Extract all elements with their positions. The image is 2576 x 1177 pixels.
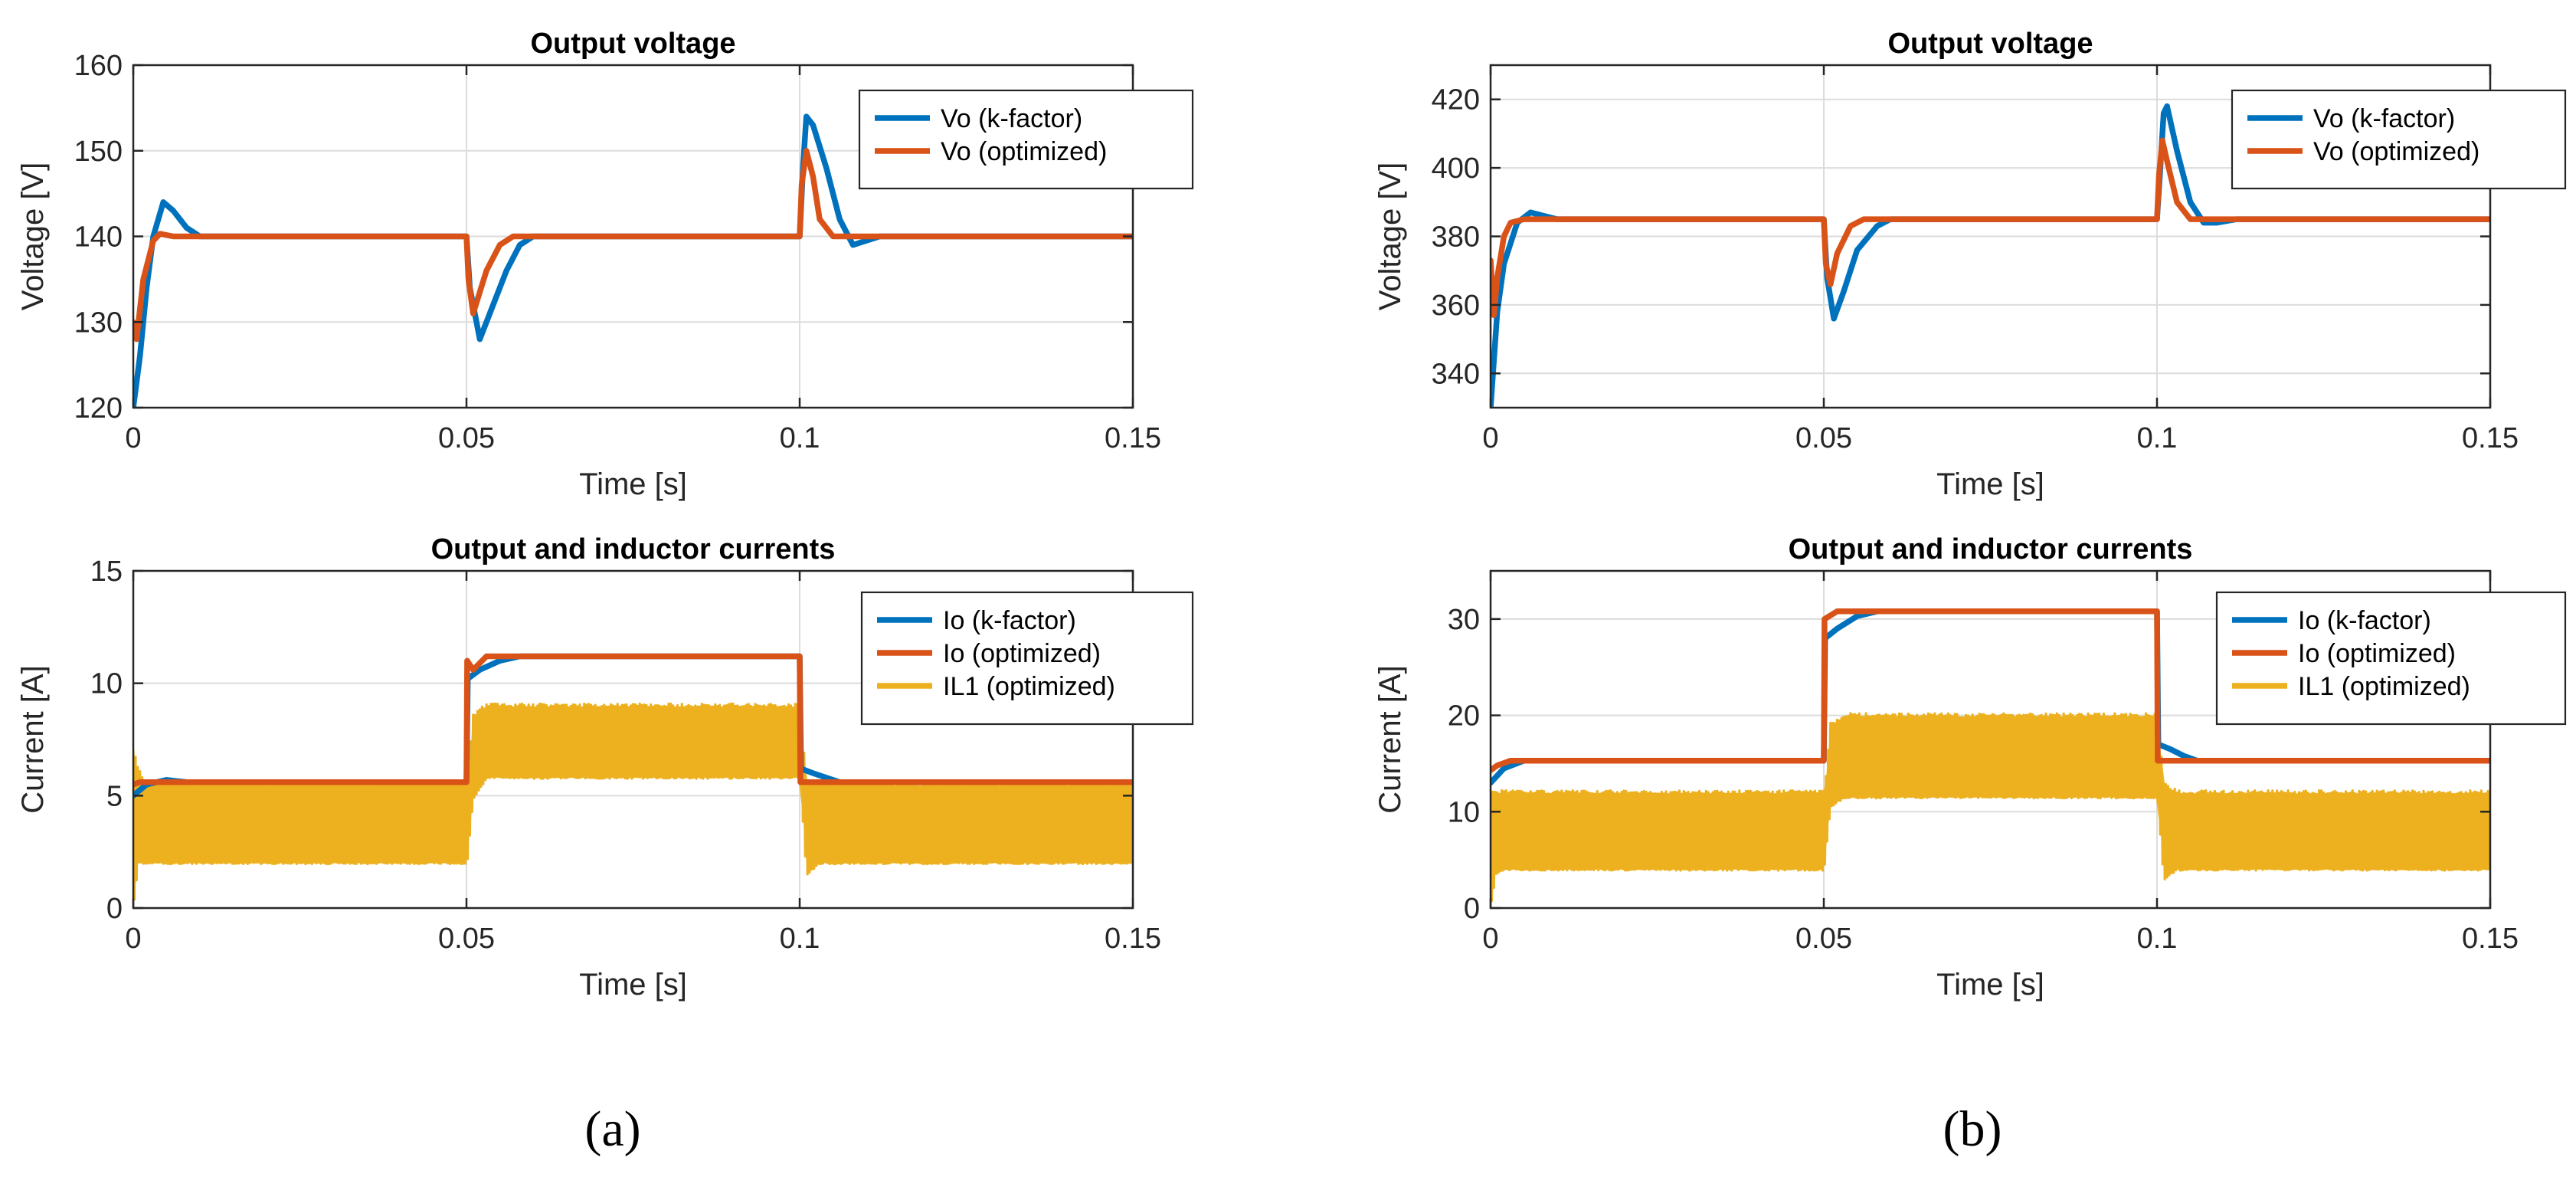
- x-tick-label: 0.05: [1795, 422, 1852, 454]
- legend-box: [858, 89, 1194, 190]
- y-tick-label: 5: [106, 780, 123, 812]
- legend-label: Vo (k-factor): [2313, 104, 2455, 133]
- series-line-blue: [1491, 103, 2490, 408]
- y-tick-label: 160: [74, 50, 123, 82]
- x-tick-label: 0.15: [1105, 422, 1161, 454]
- series-line-orange: [1491, 608, 2490, 773]
- axes-frame: [1489, 569, 2492, 910]
- legend-label: IL1 (optimized): [943, 672, 1115, 701]
- y-tick-label: 20: [1448, 700, 1480, 733]
- legend-label: Vo (k-factor): [941, 104, 1082, 133]
- chart-b-output-inductor-currents: 0 0.05 0.1 0.15 0 10 20 30 Output and inductor c…: [1373, 533, 2567, 1002]
- data-layer: [1491, 608, 2490, 904]
- chart-title: Output and inductor currents: [1789, 533, 2193, 566]
- panel-label-a: (a): [584, 1101, 640, 1157]
- y-axis-label: Current [A]: [16, 665, 50, 813]
- series-band-il1: [1491, 719, 2490, 904]
- x-tick-label: 0: [1482, 923, 1498, 955]
- x-tick-label: 0.05: [1795, 923, 1852, 955]
- chart-a-output-inductor-currents: 0 0.05 0.1 0.15 0 5 10 15 Output and inductor cu…: [16, 533, 1194, 1002]
- legend: Vo (k-factor) Vo (optimized): [2231, 89, 2567, 190]
- legend: Vo (k-factor) Vo (optimized): [858, 89, 1194, 190]
- legend-label: IL1 (optimized): [2298, 672, 2470, 701]
- axes-frame: [132, 569, 1134, 910]
- legend-label: Vo (optimized): [2313, 137, 2479, 166]
- x-tick-label: 0.1: [2137, 422, 2178, 454]
- chart-title: Output and inductor currents: [431, 533, 836, 566]
- x-axis-label: Time [s]: [579, 968, 687, 1002]
- x-tick-label: 0.1: [780, 923, 820, 955]
- y-tick-label: 360: [1432, 290, 1480, 322]
- legend: Io (k-factor) Io (optimized) IL1 (optimize…: [2215, 591, 2567, 726]
- series-line-blue: [133, 113, 1133, 408]
- y-tick-label: 15: [90, 556, 123, 588]
- y-tick-label: 30: [1448, 604, 1480, 636]
- series-line-il1: [1491, 712, 2490, 903]
- legend-box: [860, 591, 1194, 726]
- legend-box: [2231, 89, 2567, 190]
- x-axis-label: Time [s]: [1936, 968, 2044, 1002]
- y-tick-label: 130: [74, 307, 123, 339]
- series-line-orange: [1491, 137, 2490, 319]
- x-tick-label: 0.15: [2462, 422, 2519, 454]
- x-tick-label: 0.15: [2462, 923, 2519, 955]
- panel-label-b: (b): [1943, 1101, 2002, 1157]
- legend-label: Io (optimized): [2298, 639, 2456, 668]
- chart-b-output-voltage: 0 0.05 0.1 0.15 340 360 380 400 420 Output voltag…: [1373, 28, 2567, 501]
- x-tick-label: 0.05: [438, 422, 495, 454]
- x-tick-label: 0: [125, 923, 141, 955]
- x-axis-label: Time [s]: [1936, 467, 2044, 501]
- chart-title: Output voltage: [530, 28, 735, 60]
- y-tick-label: 0: [106, 893, 123, 925]
- x-tick-label: 0: [1482, 422, 1498, 454]
- y-axis-label: Current [A]: [1373, 665, 1407, 813]
- y-tick-label: 400: [1432, 152, 1480, 185]
- y-tick-label: 380: [1432, 221, 1480, 254]
- series-band-il1: [133, 710, 1133, 904]
- data-layer: [133, 653, 1133, 904]
- chart-a-output-voltage: 0 0.05 0.1 0.15 120 130 140 150 160 Output voltag…: [16, 28, 1194, 501]
- legend-label: Io (k-factor): [2298, 606, 2431, 635]
- legend-label: Io (optimized): [943, 639, 1101, 668]
- x-tick-label: 0.05: [438, 923, 495, 955]
- x-tick-label: 0.15: [1105, 923, 1161, 955]
- y-axis-label: Voltage [V]: [1373, 162, 1407, 310]
- y-tick-label: 10: [1448, 796, 1480, 828]
- legend-label: Io (k-factor): [943, 606, 1076, 635]
- chart-title: Output voltage: [1887, 28, 2093, 60]
- data-layer: [133, 113, 1133, 408]
- x-tick-label: 0.1: [780, 422, 820, 454]
- legend: Io (k-factor) Io (optimized) IL1 (optimize…: [860, 591, 1194, 726]
- x-tick-label: 0.1: [2137, 923, 2178, 955]
- y-tick-label: 140: [74, 221, 123, 254]
- series-line-orange: [133, 653, 1133, 788]
- x-axis-label: Time [s]: [579, 467, 687, 501]
- data-layer: [1491, 103, 2490, 408]
- y-tick-label: 340: [1432, 358, 1480, 390]
- series-line-orange: [133, 148, 1133, 343]
- y-tick-label: 150: [74, 136, 123, 168]
- y-tick-label: 420: [1432, 84, 1480, 116]
- y-tick-label: 0: [1464, 893, 1480, 925]
- legend-box: [2215, 591, 2567, 726]
- x-tick-label: 0: [125, 422, 141, 454]
- y-axis-label: Voltage [V]: [16, 162, 50, 310]
- y-tick-label: 120: [74, 392, 123, 425]
- y-tick-label: 10: [90, 668, 123, 700]
- legend-label: Vo (optimized): [941, 137, 1107, 166]
